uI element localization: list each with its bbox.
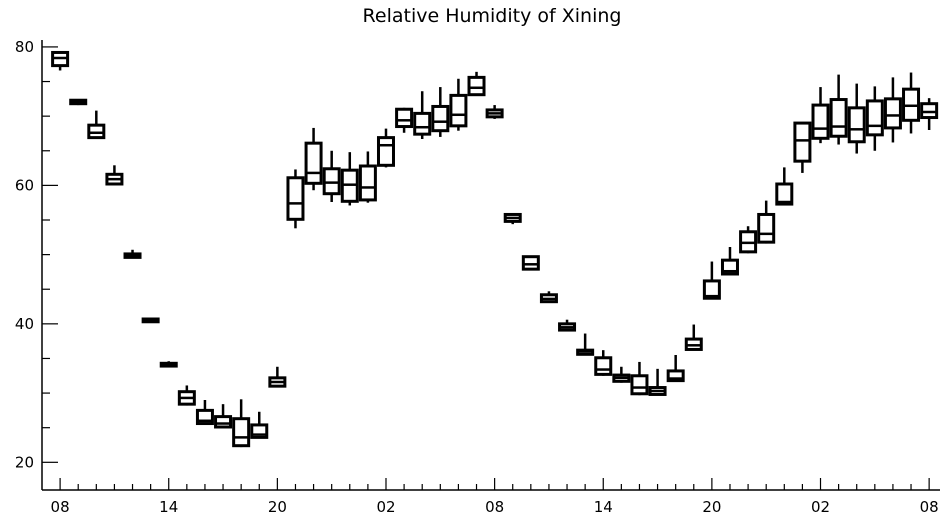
box-item <box>920 98 939 130</box>
x-tick-label: 02 <box>811 498 830 516</box>
x-tick-label: 20 <box>702 498 721 516</box>
box-body <box>322 167 341 196</box>
box-body <box>883 97 902 130</box>
x-tick-label: 08 <box>51 498 70 516</box>
box-item <box>340 152 359 206</box>
box-item <box>594 350 613 376</box>
box-item <box>431 87 450 137</box>
box-item <box>902 72 921 134</box>
box-item <box>69 98 88 106</box>
box-body <box>413 111 432 136</box>
box-item <box>793 121 812 173</box>
box-body <box>286 176 305 221</box>
box-body <box>467 75 486 97</box>
box-item <box>865 86 884 151</box>
box-item <box>304 127 323 191</box>
box-item <box>51 50 70 71</box>
box-item <box>449 78 468 131</box>
box-item <box>485 105 504 119</box>
x-tick-label: 14 <box>159 498 178 516</box>
box-body <box>87 123 106 140</box>
box-item <box>322 150 341 202</box>
x-tick-label: 02 <box>376 498 395 516</box>
box-item <box>286 169 305 229</box>
box-item <box>829 74 848 145</box>
box-item <box>811 87 830 144</box>
chart-title: Relative Humidity of Xining <box>363 5 622 27</box>
box-body <box>376 136 395 167</box>
box-item <box>720 247 739 276</box>
x-tick-label: 08 <box>920 498 939 516</box>
box-item <box>358 151 377 203</box>
box-item <box>630 361 649 396</box>
box-item <box>648 368 667 396</box>
box-body <box>793 121 812 163</box>
box-item <box>612 366 631 383</box>
y-tick-label: 20 <box>15 453 34 471</box>
box-item <box>883 77 902 143</box>
box-body <box>214 415 233 429</box>
box-body <box>630 374 649 396</box>
box-item <box>503 212 522 225</box>
box-item <box>250 411 269 439</box>
box-body <box>775 182 794 206</box>
box-item <box>141 317 160 324</box>
box-body <box>304 141 323 185</box>
box-item <box>684 324 703 351</box>
box-body <box>811 103 830 140</box>
box-body <box>358 164 377 202</box>
box-body <box>920 102 939 120</box>
box-item <box>87 110 106 140</box>
box-item <box>847 83 866 154</box>
box-item <box>214 404 233 429</box>
box-item <box>558 319 577 332</box>
box-body <box>702 279 721 300</box>
box-body <box>594 356 613 376</box>
box-item <box>539 291 558 304</box>
box-item <box>105 165 124 186</box>
box-item <box>376 128 395 168</box>
box-item <box>195 400 214 426</box>
box-body <box>847 106 866 144</box>
box-body <box>757 212 776 244</box>
x-tick-label: 20 <box>268 498 287 516</box>
box-item <box>775 167 794 206</box>
box-body <box>666 369 685 383</box>
box-item <box>521 255 540 271</box>
box-item <box>739 226 758 254</box>
box-body <box>431 104 450 133</box>
y-tick-label: 40 <box>15 315 34 333</box>
y-tick-label: 60 <box>15 176 34 194</box>
box-item <box>268 366 287 388</box>
y-tick-label: 80 <box>15 38 34 56</box>
box-body <box>395 107 414 129</box>
x-tick-label: 14 <box>594 498 613 516</box>
box-item <box>395 107 414 133</box>
box-body <box>232 417 251 448</box>
boxes <box>51 50 939 448</box>
box-item <box>123 249 142 259</box>
box-item <box>576 333 595 356</box>
box-body <box>521 255 540 271</box>
box-item <box>232 399 251 448</box>
box-item <box>413 91 432 139</box>
box-body <box>865 99 884 137</box>
box-item <box>177 385 196 406</box>
axes: 20 40 60 80 08 14 20 02 08 14 20 02 08 <box>15 38 940 516</box>
box-body <box>449 93 468 128</box>
box-item <box>159 361 178 368</box>
box-item <box>702 261 721 300</box>
box-item <box>757 200 776 244</box>
box-item <box>467 71 486 97</box>
box-body <box>829 98 848 138</box>
box-item <box>666 355 685 383</box>
x-tick-label: 08 <box>485 498 504 516</box>
